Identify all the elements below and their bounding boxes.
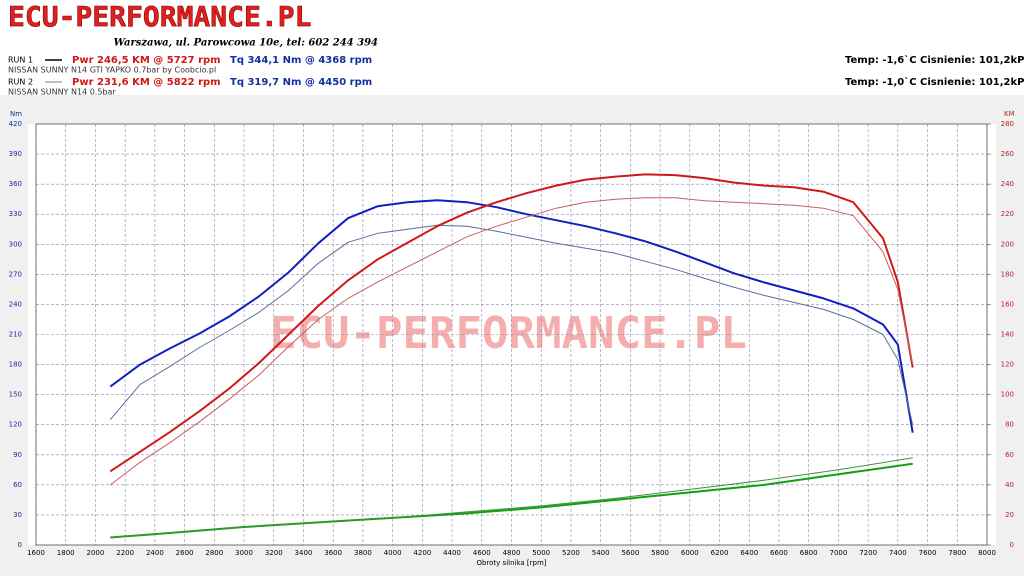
series-line (110, 457, 913, 538)
y-tick-label: 240 (9, 300, 22, 308)
watermark: ECU-PERFORMANCE.PL (270, 308, 747, 359)
run-torque: Tq 344,1 Nm @ 4368 rpm (230, 55, 372, 66)
x-tick-label: 6400 (740, 549, 758, 557)
run-torque: Tq 319,7 Nm @ 4450 rpm (230, 77, 372, 88)
address: Warszawa, ul. Parowcowa 10e, tel: 602 24… (114, 38, 378, 49)
x-tick-label: 5400 (592, 549, 610, 557)
x-tick-label: 3200 (265, 549, 283, 557)
y-axis-label: Nm (10, 110, 22, 118)
y2-tick-label: 80 (1005, 421, 1014, 429)
series-line (109, 197, 914, 486)
series-line (109, 224, 914, 425)
run-power: Pwr 246,5 KM @ 5727 rpm (72, 55, 221, 66)
x-tick-label: 2000 (87, 549, 105, 557)
y2-tick-label: 260 (1001, 150, 1014, 158)
y2-tick-label: 60 (1005, 451, 1014, 459)
x-tick-label: 5000 (532, 549, 550, 557)
x-tick-label: 7600 (919, 549, 937, 557)
x-tick-label: 5200 (562, 549, 580, 557)
run-temp: Temp: -1,6`C (845, 54, 917, 66)
y2-axis-label: KM (1004, 110, 1015, 118)
y-tick-label: 0 (18, 541, 22, 549)
x-tick-label: 7000 (829, 549, 847, 557)
y2-tick-label: 280 (1001, 120, 1014, 128)
y2-tick-label: 0 (1010, 541, 1014, 549)
run-power: Pwr 231,6 KM @ 5822 rpm (72, 77, 221, 88)
x-tick-label: 6800 (800, 549, 818, 557)
x-tick-label: 6200 (711, 549, 729, 557)
y2-tick-label: 220 (1001, 210, 1014, 218)
x-tick-label: 7400 (889, 549, 907, 557)
y2-tick-label: 40 (1005, 481, 1014, 489)
x-tick-label: 4200 (413, 549, 431, 557)
series-line (109, 199, 914, 433)
y-tick-label: 360 (9, 180, 22, 188)
x-tick-label: 7800 (948, 549, 966, 557)
y-tick-label: 120 (9, 421, 22, 429)
y2-tick-label: 160 (1001, 300, 1014, 308)
x-tick-label: 3000 (235, 549, 253, 557)
y-tick-label: 60 (13, 481, 22, 489)
x-tick-label: 3400 (295, 549, 313, 557)
y-tick-label: 180 (9, 361, 22, 369)
x-tick-label: 3800 (354, 549, 372, 557)
x-tick-label: 6600 (770, 549, 788, 557)
y-tick-label: 390 (9, 150, 22, 158)
x-tick-label: 4600 (473, 549, 491, 557)
y-tick-label: 210 (9, 331, 22, 339)
x-tick-label: 8000 (978, 549, 996, 557)
y2-tick-label: 120 (1001, 361, 1014, 369)
y-tick-label: 150 (9, 391, 22, 399)
y2-tick-label: 100 (1001, 391, 1014, 399)
x-tick-label: 4000 (384, 549, 402, 557)
logo: ECU-PERFORMANCE.PL (8, 0, 311, 33)
y2-tick-label: 20 (1005, 511, 1014, 519)
x-tick-label: 5800 (651, 549, 669, 557)
run-car: NISSAN SUNNY N14 GTI YAPKO 0.7bar by Coo… (8, 66, 216, 75)
x-tick-label: 1800 (57, 549, 75, 557)
y2-tick-label: 180 (1001, 270, 1014, 278)
y2-tick-label: 240 (1001, 180, 1014, 188)
run-label: RUN 2 (8, 78, 33, 87)
runs: RUN 1 Pwr 246,5 KM @ 5727 rpm Tq 344,1 Nm … (8, 54, 1024, 97)
x-tick-label: 2600 (176, 549, 194, 557)
x-tick-label: 4400 (443, 549, 461, 557)
run-car: NISSAN SUNNY N14 0.5bar (8, 88, 116, 97)
x-tick-label: 1600 (27, 549, 45, 557)
x-tick-label: 5600 (621, 549, 639, 557)
y-tick-label: 270 (9, 270, 22, 278)
y2-tick-label: 140 (1001, 331, 1014, 339)
x-tick-label: 6000 (681, 549, 699, 557)
x-tick-label: 2400 (146, 549, 164, 557)
x-axis-label: Obroty silnika [rpm] (476, 559, 546, 567)
x-tick-label: 3600 (324, 549, 342, 557)
y-tick-label: 30 (13, 511, 22, 519)
run-temp: Temp: -1,0`C (845, 76, 917, 88)
x-tick-label: 4800 (503, 549, 521, 557)
y-tick-label: 90 (13, 451, 22, 459)
x-tick-label: 2200 (116, 549, 134, 557)
plot-border (35, 123, 988, 546)
run-label: RUN 1 (8, 56, 33, 65)
x-tick-label: 7200 (859, 549, 877, 557)
y2-tick-label: 200 (1001, 240, 1014, 248)
run-pressure: Cisnienie: 101,2kPa (920, 55, 1024, 66)
run-pressure: Cisnienie: 101,2kPa (920, 77, 1024, 88)
series-line (109, 173, 914, 473)
x-tick-label: 2800 (205, 549, 223, 557)
y-tick-label: 420 (9, 120, 22, 128)
y-tick-label: 300 (9, 240, 22, 248)
y-tick-label: 330 (9, 210, 22, 218)
